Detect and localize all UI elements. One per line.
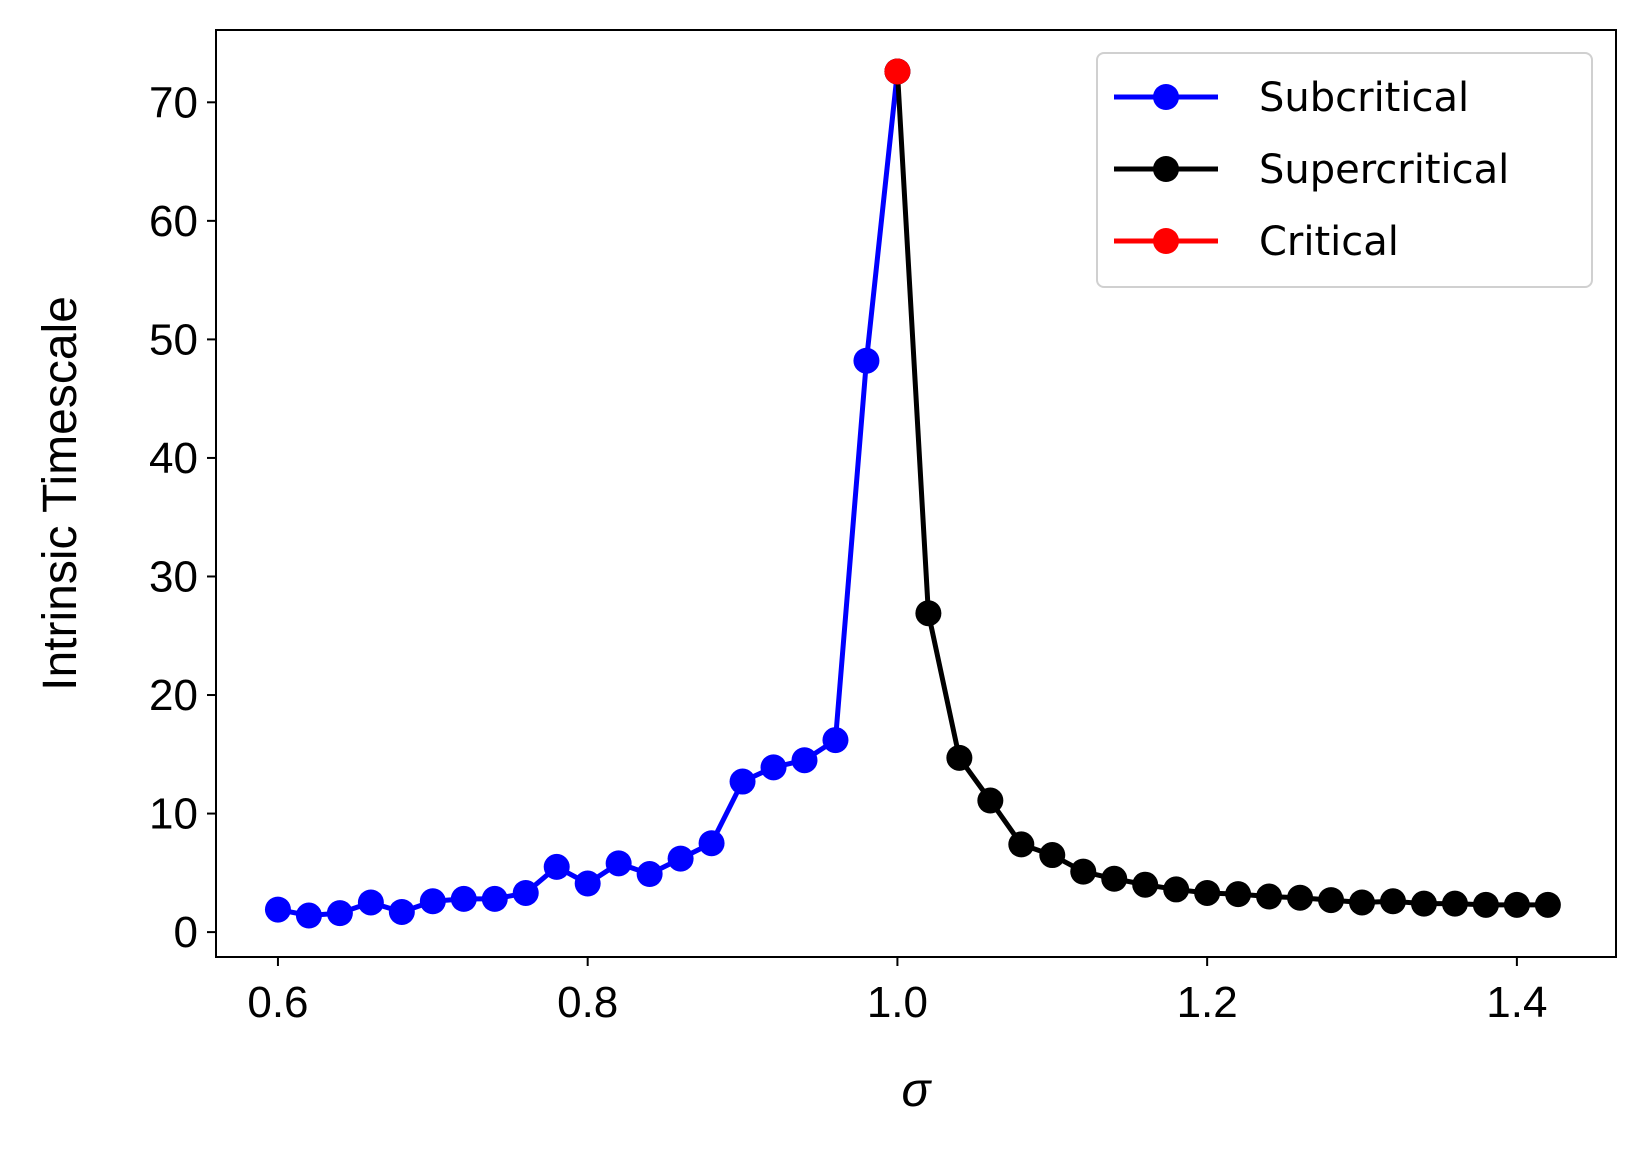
subcritical-point [295, 902, 322, 929]
x-tick-label: 0.6 [247, 978, 308, 1027]
supercritical-point [1225, 881, 1252, 908]
legend: Subcritical Supercritical Critical [1096, 52, 1593, 288]
subcritical-point [357, 889, 384, 916]
subcritical-point [667, 845, 694, 872]
subcritical-point [636, 861, 663, 888]
supercritical-point [1101, 865, 1128, 892]
supercritical-point [1349, 889, 1376, 916]
subcritical-point [326, 900, 353, 927]
legend-marker-subcritical [1153, 84, 1179, 110]
supercritical-point [1287, 884, 1314, 911]
x-axis-label: σ [902, 1064, 933, 1117]
y-tick-label: 70 [149, 78, 198, 127]
subcritical-point [822, 727, 849, 754]
supercritical-point [1008, 831, 1035, 858]
legend-label-subcritical: Subcritical [1259, 75, 1469, 121]
series-layer [264, 58, 1561, 929]
subcritical-point [791, 747, 818, 774]
legend-label-critical: Critical [1259, 219, 1399, 265]
supercritical-point [1441, 890, 1468, 917]
plot-frame [215, 29, 1617, 958]
subcritical-point [543, 853, 570, 880]
legend-marker-critical [1153, 228, 1179, 254]
supercritical-point [1503, 891, 1530, 918]
supercritical-line [894, 71, 1548, 908]
x-tick-label: 1.0 [867, 978, 928, 1027]
subcritical-point [698, 830, 725, 857]
supercritical-point [1256, 883, 1283, 910]
supercritical-point [946, 744, 973, 771]
legend-marker-supercritical [1153, 156, 1179, 182]
subcritical-point [853, 347, 880, 374]
y-tick-label: 40 [149, 434, 198, 483]
subcritical-point [512, 879, 539, 906]
y-tick-label: 60 [149, 197, 198, 246]
supercritical-point [1379, 888, 1406, 915]
x-tick-label: 1.2 [1177, 978, 1238, 1027]
supercritical-point [1132, 871, 1159, 898]
legend-label-supercritical: Supercritical [1259, 147, 1509, 193]
subcritical-point [574, 870, 601, 897]
subcritical-point [729, 768, 756, 795]
supercritical-point [1472, 891, 1499, 918]
subcritical-point [481, 885, 508, 912]
supercritical-point [1410, 890, 1437, 917]
subcritical-point [450, 885, 477, 912]
y-tick-label: 50 [149, 315, 198, 364]
supercritical-point [915, 600, 942, 627]
critical-point [884, 58, 911, 85]
y-tick-label: 30 [149, 552, 198, 601]
y-axis-label: Intrinsic Timescale [34, 296, 87, 691]
supercritical-point [977, 787, 1004, 814]
subcritical-point [264, 896, 291, 923]
subcritical-point [419, 888, 446, 915]
x-tick-label: 1.4 [1486, 978, 1547, 1027]
subcritical-point [388, 898, 415, 925]
supercritical-point [1534, 891, 1561, 918]
y-tick-label: 0 [174, 908, 198, 957]
x-tick-label: 0.8 [557, 978, 618, 1027]
supercritical-point [1070, 858, 1097, 885]
subcritical-point [605, 850, 632, 877]
subcritical-line [277, 71, 900, 919]
supercritical-point [1039, 842, 1066, 869]
supercritical-point [1194, 879, 1221, 906]
y-tick-label: 20 [149, 671, 198, 720]
y-tick-label: 10 [149, 790, 198, 839]
legend-box [1096, 52, 1593, 288]
axes-layer: 0.6 0.8 1.0 1.2 1.4 0 10 20 30 40 50 60 70 [149, 78, 1547, 1027]
supercritical-point [1163, 876, 1190, 903]
supercritical-point [1318, 887, 1345, 914]
subcritical-point [760, 754, 787, 781]
